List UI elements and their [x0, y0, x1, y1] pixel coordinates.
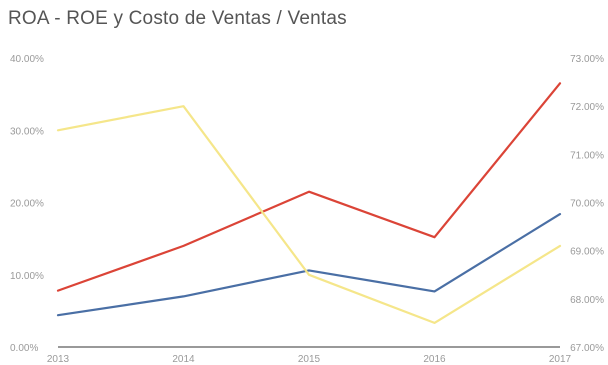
left-tick-label: 0.00%: [10, 343, 38, 354]
x-tick-label: 2017: [549, 354, 572, 365]
x-tick-label: 2015: [298, 354, 321, 365]
left-tick-label: 10.00%: [10, 271, 44, 282]
series-group: [56, 82, 562, 324]
x-axis: 2013 2014 2015 2016 2017: [47, 354, 572, 365]
left-axis: 0.00% 10.00% 20.00% 30.00% 40.00%: [10, 54, 44, 354]
right-tick-label: 70.00%: [570, 199, 604, 210]
right-tick-label: 67.00%: [570, 343, 604, 354]
x-tick-label: 2013: [47, 354, 70, 365]
right-tick-label: 72.00%: [570, 102, 604, 113]
left-tick-label: 30.00%: [10, 126, 44, 137]
right-axis: 67.00% 68.00% 69.00% 70.00% 71.00% 72.00% 73.0…: [570, 54, 604, 354]
right-tick-label: 71.00%: [570, 150, 604, 161]
chart-title: ROA - ROE y Costo de Ventas / Ventas: [8, 8, 347, 29]
series-line-3: [56, 105, 562, 324]
x-tick-label: 2016: [423, 354, 446, 365]
left-tick-label: 20.00%: [10, 199, 44, 210]
right-tick-label: 69.00%: [570, 247, 604, 258]
right-tick-label: 73.00%: [570, 54, 604, 65]
left-tick-label: 40.00%: [10, 54, 44, 65]
right-tick-label: 68.00%: [570, 295, 604, 306]
x-tick-label: 2014: [172, 354, 195, 365]
